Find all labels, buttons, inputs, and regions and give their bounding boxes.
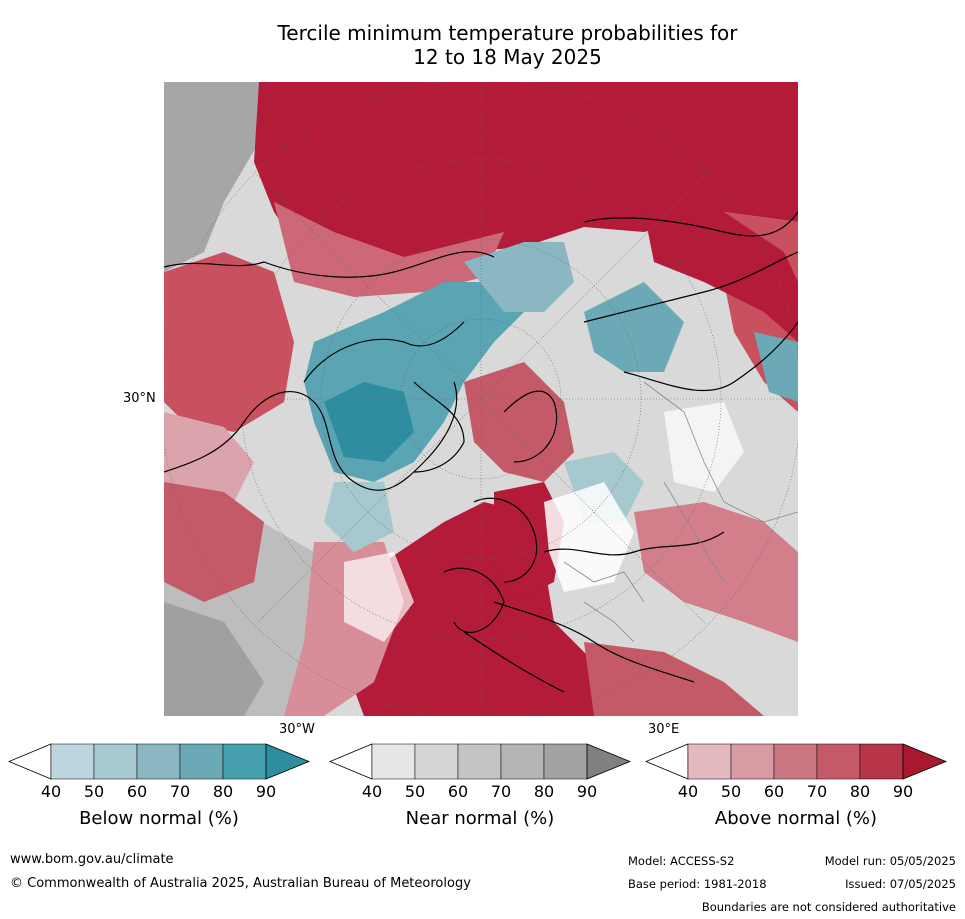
colorbar-segment: [222, 743, 267, 780]
colorbar-segment: [179, 743, 224, 780]
colorbar-segment: [816, 743, 861, 780]
colorbar-segment: [859, 743, 904, 780]
colorbar-segment: [136, 743, 181, 780]
colorbar-segment: [543, 743, 588, 780]
colorbar-tick-label: 40: [677, 782, 699, 801]
title-line-2: 12 to 18 May 2025: [413, 45, 602, 69]
colorbar-tick-label: 80: [849, 782, 871, 801]
latitude-label: 30°N: [123, 391, 156, 406]
coastlines: [164, 211, 798, 693]
issued-text: Issued: 07/05/2025: [845, 877, 956, 891]
colorbar-segment-high: [902, 743, 947, 780]
copyright-text: © Commonwealth of Australia 2025, Austra…: [10, 876, 471, 891]
colorbar-below-normal: [8, 743, 310, 780]
colorbar-tick-label: 70: [490, 782, 512, 801]
probability-map: [164, 82, 798, 716]
no-dominant-region-atlantic: [344, 552, 414, 642]
near-normal-region-west: [164, 82, 274, 272]
disclaimer-text: Boundaries are not considered authoritat…: [701, 900, 956, 914]
website-text: www.bom.gov.au/climate: [10, 852, 174, 867]
model-text: Model: ACCESS-S2: [628, 854, 735, 868]
no-dominant-region-asia: [664, 402, 744, 492]
colorbar-above-normal: [645, 743, 947, 780]
below-normal-region-central-asia: [754, 332, 798, 402]
colorbar-segment: [414, 743, 459, 780]
above-normal-region-southwest: [164, 482, 264, 602]
colorbar-segment: [457, 743, 502, 780]
longitude-label-west: 30°W: [279, 722, 315, 737]
chart-title: Tercile minimum temperature probabilitie…: [0, 21, 965, 69]
colorbar-title-near-normal: Near normal (%): [405, 808, 555, 829]
colorbar-tick-label: 90: [255, 782, 277, 801]
base-period-text: Base period: 1981-2018: [628, 877, 767, 891]
colorbar-segment: [93, 743, 138, 780]
colorbar-tick-label: 60: [447, 782, 469, 801]
colorbar-near-normal: [329, 743, 631, 780]
colorbar-segment-low: [8, 743, 52, 780]
colorbar-tick-label: 50: [404, 782, 426, 801]
colorbar-segment: [687, 743, 732, 780]
colorbar-title-below-normal: Below normal (%): [79, 808, 239, 829]
no-dominant-region-europe: [544, 482, 634, 592]
above-normal-region-pacific-light: [274, 202, 504, 297]
above-normal-region-west: [164, 252, 294, 432]
below-normal-region-canada-dark: [324, 382, 414, 462]
near-normal-region-southwest: [164, 602, 264, 716]
country-borders: [563, 381, 798, 643]
colorbar-tick-label: 40: [40, 782, 62, 801]
above-normal-region-atlantic-europe: [344, 502, 764, 716]
colorbar-tick-label: 40: [361, 782, 383, 801]
colorbar-tick-label: 60: [126, 782, 148, 801]
colorbar-tick-label: 50: [83, 782, 105, 801]
colorbar-segment: [371, 743, 416, 780]
colorbar-segment: [500, 743, 545, 780]
colorbar-tick-label: 70: [806, 782, 828, 801]
model-run-text: Model run: 05/05/2025: [824, 854, 956, 868]
colorbar-segment-high: [265, 743, 310, 780]
colorbar-tick-label: 50: [720, 782, 742, 801]
colorbar-title-above-normal: Above normal (%): [714, 808, 878, 829]
colorbar-tick-label: 80: [212, 782, 234, 801]
colorbar-tick-label: 70: [169, 782, 191, 801]
below-normal-region-bay: [324, 482, 394, 552]
colorbar-segment-low: [329, 743, 373, 780]
colorbar-segment: [730, 743, 775, 780]
above-normal-region-central-asia: [634, 502, 798, 642]
colorbar-tick-label: 90: [576, 782, 598, 801]
colorbar-tick-label: 80: [533, 782, 555, 801]
colorbar-segment-high: [586, 743, 631, 780]
colorbar-tick-label: 90: [892, 782, 914, 801]
colorbar-segment-low: [645, 743, 689, 780]
above-normal-region-central: [464, 362, 574, 482]
title-line-1: Tercile minimum temperature probabilitie…: [277, 21, 738, 45]
graticule: [164, 82, 798, 716]
colorbar-segment: [773, 743, 818, 780]
colorbar-tick-label: 60: [763, 782, 785, 801]
colorbar-segment: [50, 743, 95, 780]
longitude-label-east: 30°E: [648, 722, 680, 737]
below-normal-region-arctic: [464, 242, 574, 312]
below-normal-region-russia: [584, 282, 684, 372]
above-normal-region-east-siberia: [644, 212, 798, 342]
